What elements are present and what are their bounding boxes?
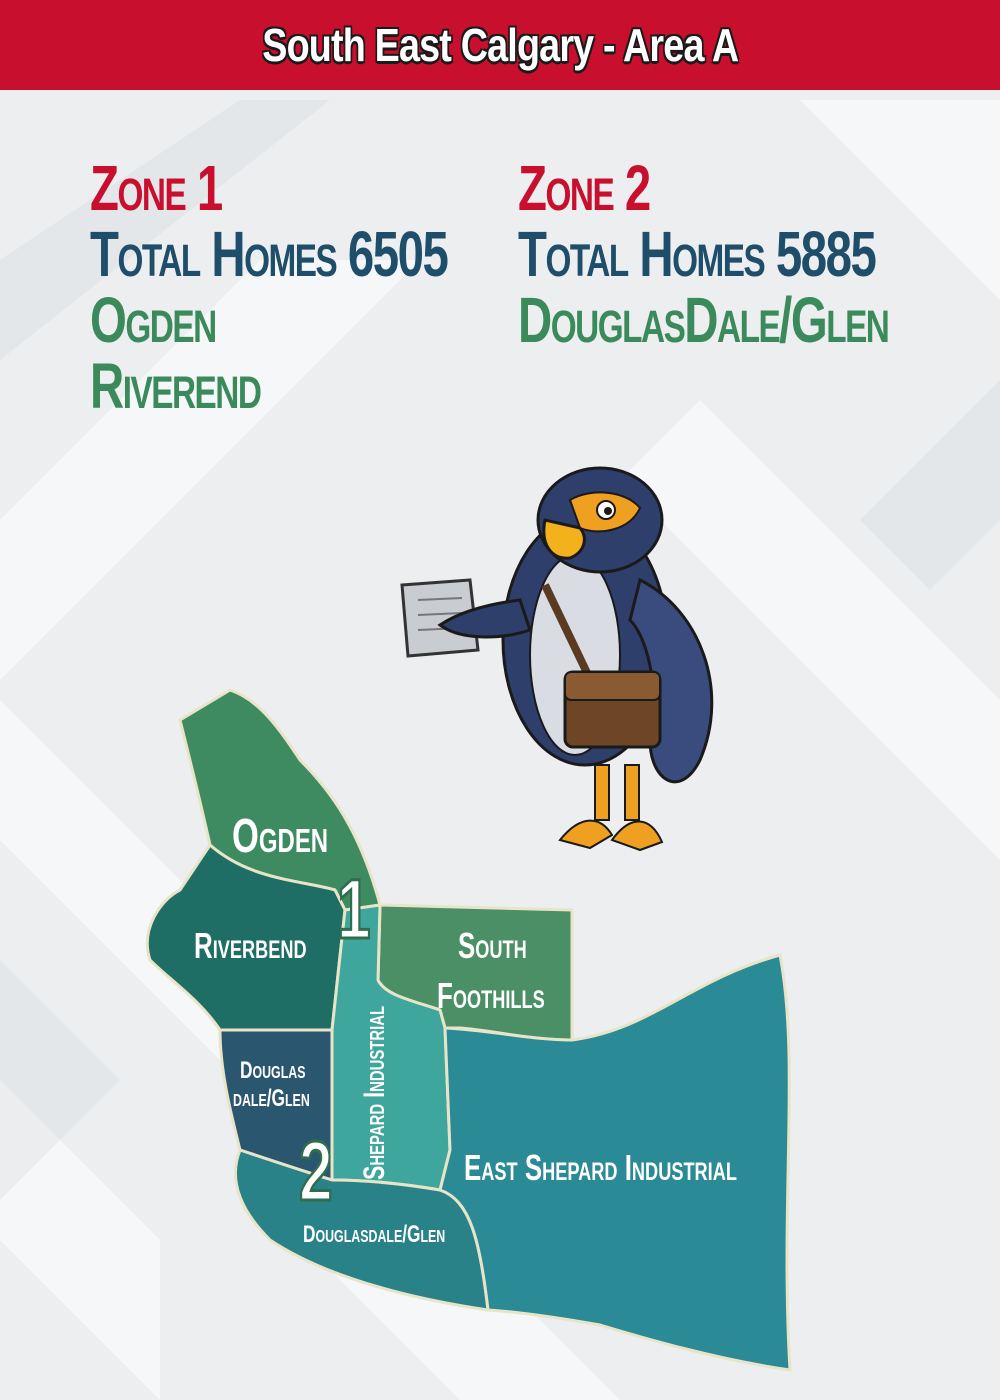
zone-1-info: Zone 1 Total Homes 6505 Ogden Riverend xyxy=(90,155,573,419)
region-east-shepard-industrial xyxy=(438,953,792,1372)
zone-1-marker: 1 xyxy=(337,862,371,956)
zone-2-title: Zone 2 xyxy=(518,152,651,224)
map-label-riverbend: Riverbend xyxy=(194,926,307,966)
zone-1-total-homes: Total Homes 6505 xyxy=(90,218,449,290)
map-regions xyxy=(145,688,792,1372)
page-title: South East Calgary - Area A xyxy=(261,19,739,71)
map-label-south: South xyxy=(458,926,527,966)
zone-1-title: Zone 1 xyxy=(90,152,223,224)
zone-1-area-ogden: Ogden xyxy=(90,284,217,356)
map-label-ogden: Ogden xyxy=(232,808,328,862)
map-label-shepard-industrial: Shepard Industrial xyxy=(356,1006,390,1180)
map-label-douglasdale-glen: Douglasdale/Glen xyxy=(303,1221,445,1247)
map-label-foothills: Foothills xyxy=(437,976,545,1016)
region-riverbend xyxy=(145,843,347,1032)
zone-2-info: Zone 2 Total Homes 5885 DouglasDale/Glen xyxy=(518,155,1000,353)
zone-2-marker: 2 xyxy=(299,1124,333,1218)
map-label-east-shepard-industrial: East Shepard Industrial xyxy=(464,1148,737,1188)
zone-1-area-riverend: Riverend xyxy=(90,350,262,422)
zone-2-area-douglasdale-glen: DouglasDale/Glen xyxy=(518,284,890,356)
map-label-dale-glen: dale/Glen xyxy=(233,1085,310,1111)
falcon-mascot-icon xyxy=(400,466,714,852)
map-label-douglas: Douglas xyxy=(240,1057,305,1083)
header-banner: South East Calgary - Area A xyxy=(0,0,1000,90)
zone-2-total-homes: Total Homes 5885 xyxy=(518,218,877,290)
